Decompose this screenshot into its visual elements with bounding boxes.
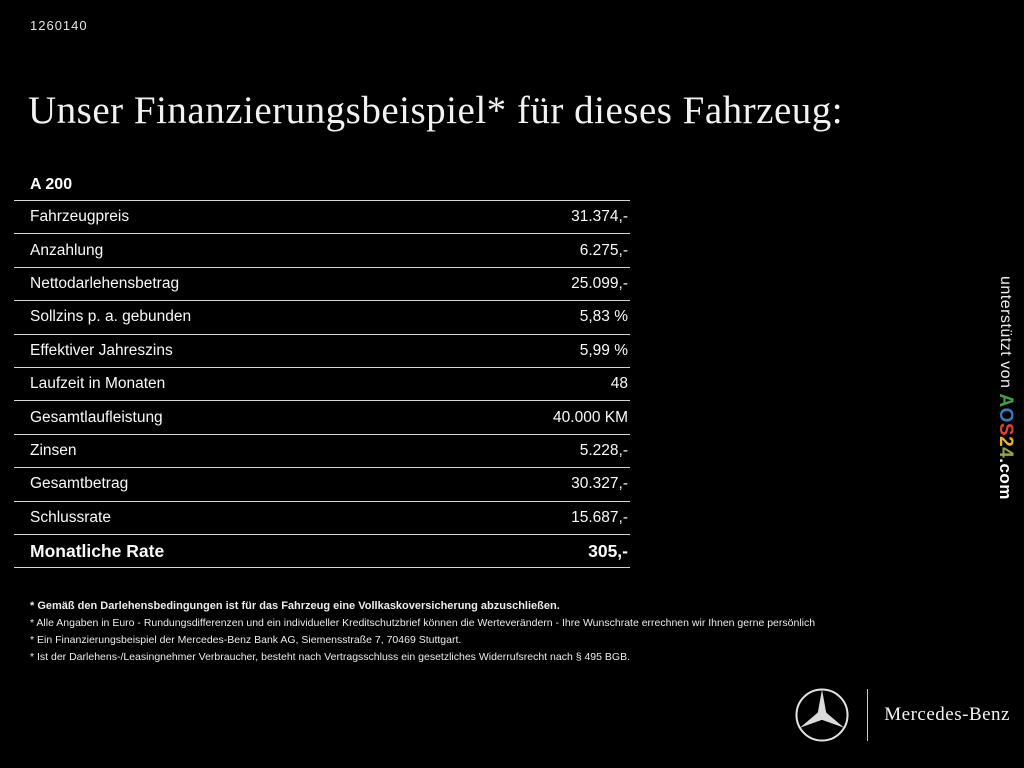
row-label: Effektiver Jahreszins [30,341,173,359]
table-row: Laufzeit in Monaten 48 [14,366,630,400]
row-label: Laufzeit in Monaten [30,375,166,393]
aos24-letter: 2 [995,436,1016,448]
watermark-supported-by: unterstützt von AOS24.com [994,276,1016,500]
row-value: 305,- [588,540,628,561]
row-label: Gesamtlaufleistung [30,408,163,426]
table-row: Anzahlung 6.275,- [14,233,630,266]
page-title: Unser Finanzierungsbeispiel* für dieses … [28,89,844,133]
mercedes-benz-wordmark: Mercedes-Benz [884,704,1010,725]
footnote-line: * Ist der Darlehens-/Leasingnehmer Verbr… [30,651,630,663]
row-label: Zinsen [30,441,77,459]
document-id: 1260140 [30,18,88,33]
table-row: Nettodarlehensbetrag 25.099,- [14,266,630,300]
financing-table: Fahrzeugpreis 31.374,- Anzahlung 6.275,- Net… [14,200,630,569]
aos24-letter: S [995,422,1016,437]
row-label: Sollzins p. a. gebunden [30,308,192,326]
row-label: Fahrzeugpreis [30,208,130,226]
aos24-letter: O [995,407,1016,423]
aos24-letter: 4 [995,447,1016,459]
row-value: 5,83 % [579,308,628,326]
row-value: 31.374,- [571,208,628,226]
table-row: Gesamtlaufleistung 40.000 KM [14,400,630,433]
table-row: Monatliche Rate 305,- [14,533,630,569]
watermark-prefix: unterstützt von [997,276,1014,394]
footer-divider [867,689,869,741]
row-value: 48 [610,375,628,393]
row-label: Nettodarlehensbetrag [30,274,180,292]
row-value: 40.000 KM [553,408,628,426]
vehicle-model-label: A 200 [30,176,73,193]
footnote-line: * Gemäß den Darlehensbedingungen ist für… [30,600,560,612]
row-value: 5.228,- [579,441,628,459]
row-value: 5,99 % [579,341,628,359]
row-value: 6.275,- [579,241,628,259]
financing-table-rows: Fahrzeugpreis 31.374,- Anzahlung 6.275,- Net… [14,200,630,569]
brand-footer: Mercedes-Benz [793,686,1010,744]
table-row: Fahrzeugpreis 31.374,- [14,200,630,233]
footnotes: * Gemäß den Darlehensbedingungen ist für… [30,598,1005,666]
aos24-letter: A [995,393,1016,408]
row-value: 30.327,- [571,475,628,493]
row-label: Schlussrate [30,508,111,526]
footnote-line: * Alle Angaben in Euro - Rundungsdiffere… [30,617,816,629]
table-row: Sollzins p. a. gebunden 5,83 % [14,300,630,333]
table-row: Zinsen 5.228,- [14,433,630,467]
aos24-logo-text: AOS24 [995,393,1016,458]
footnote-line: * Ein Finanzierungsbeispiel der Mercedes… [30,634,462,646]
row-label: Anzahlung [30,241,104,259]
row-value: 15.687,- [571,508,628,526]
mercedes-star-icon [793,686,851,744]
table-row: Effektiver Jahreszins 5,99 % [14,333,630,367]
row-label: Gesamtbetrag [30,475,129,493]
row-value: 25.099,- [571,274,628,292]
table-row: Gesamtbetrag 30.327,- [14,467,630,500]
watermark-domain-suffix: .com [996,458,1015,500]
table-row: Schlussrate 15.687,- [14,500,630,534]
row-label: Monatliche Rate [30,540,165,561]
